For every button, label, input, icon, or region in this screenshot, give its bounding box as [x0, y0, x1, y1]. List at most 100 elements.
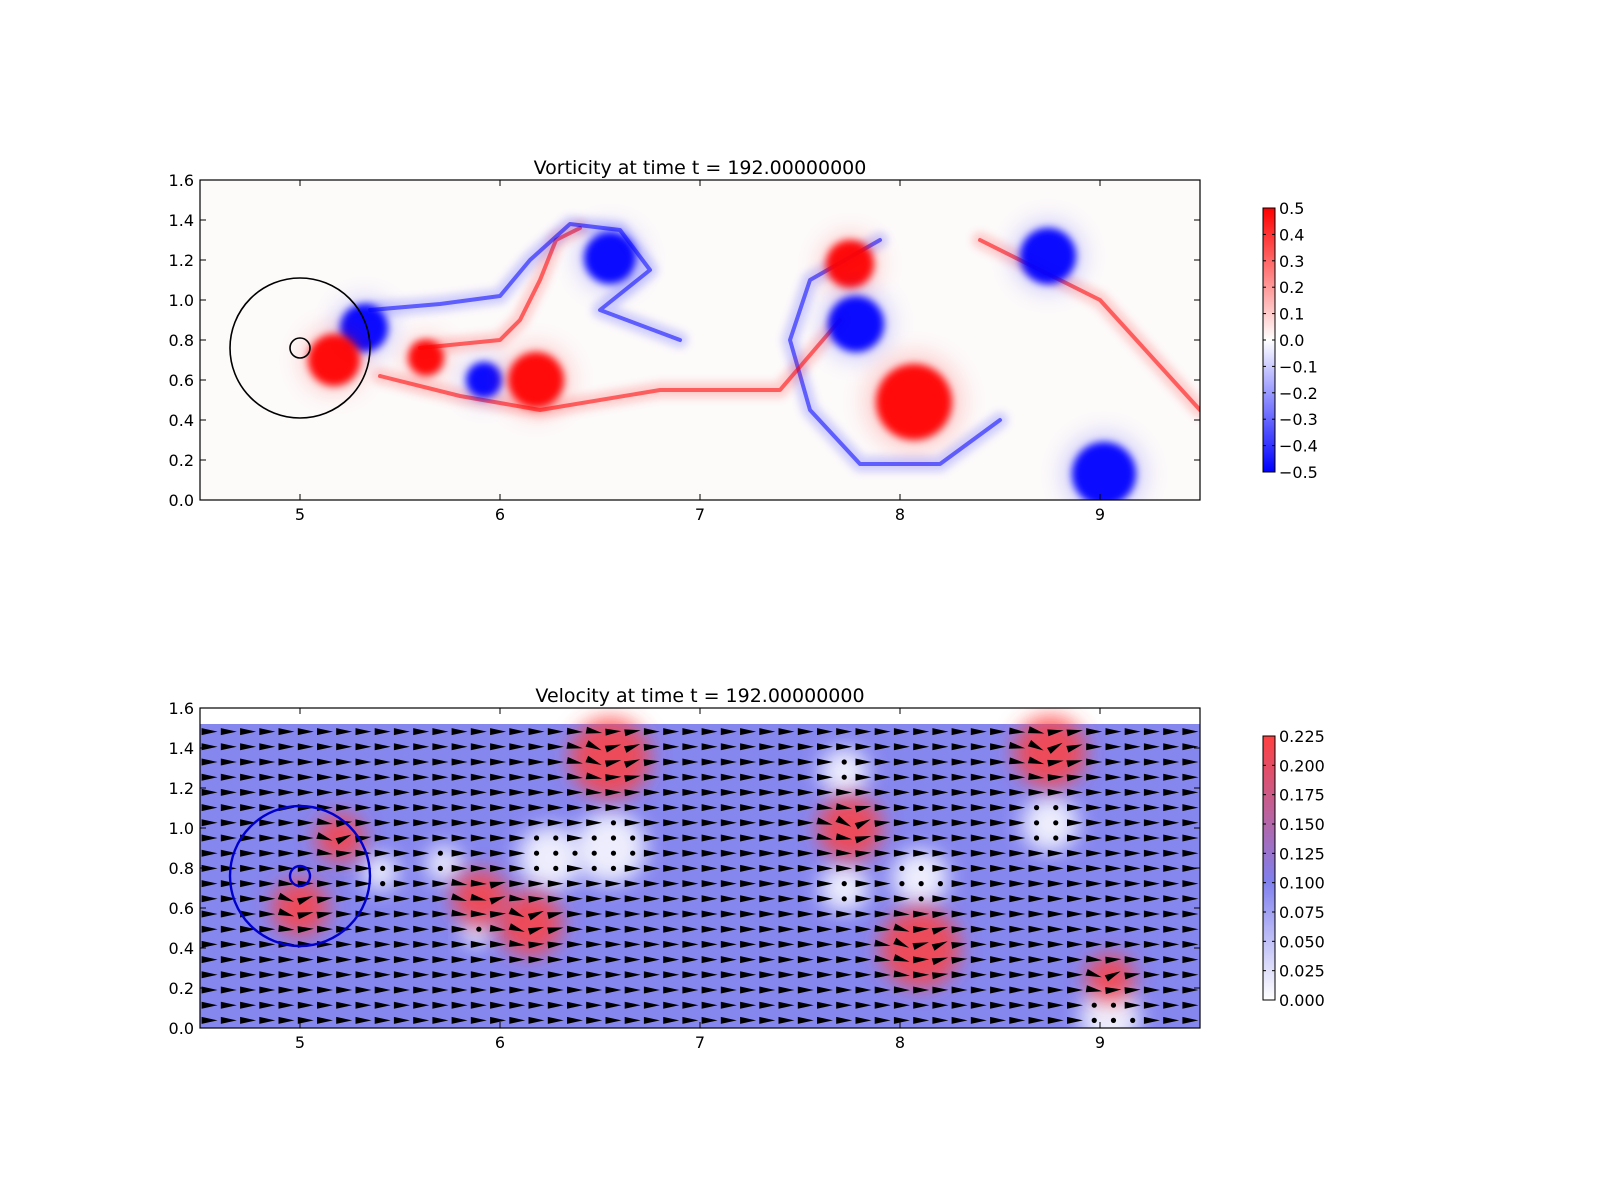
quiver-dot — [1130, 1017, 1136, 1024]
quiver-arrow — [355, 864, 372, 872]
velocity-x-tick-label: 9 — [1095, 1033, 1105, 1052]
quiver-arrow — [432, 986, 449, 994]
quiver-arrow — [778, 834, 795, 842]
quiver-arrow — [720, 1001, 737, 1009]
quiver-arrow — [393, 925, 410, 933]
quiver-arrow — [1105, 728, 1122, 736]
quiver-arrow — [970, 986, 987, 994]
quiver-arrow — [509, 773, 526, 781]
quiver-arrow — [470, 971, 487, 979]
quiver-arrow — [682, 788, 699, 796]
quiver-arrow — [701, 940, 718, 948]
quiver-arrow — [740, 880, 757, 888]
quiver-dot — [937, 881, 943, 887]
quiver-arrow — [374, 940, 391, 948]
quiver-arrow — [874, 925, 891, 932]
quiver-arrow — [970, 758, 987, 766]
quiver-arrow — [355, 940, 372, 948]
velocity-y-tick-label: 1.0 — [169, 819, 194, 838]
quiver-arrow — [970, 788, 987, 796]
slow-region — [820, 748, 868, 796]
quiver-arrow — [259, 971, 276, 979]
quiver-arrow — [701, 910, 718, 918]
quiver-arrow — [643, 728, 660, 736]
quiver-arrow — [567, 864, 583, 872]
quiver-arrow — [624, 956, 641, 964]
quiver-dot — [899, 865, 905, 872]
quiver-arrow — [1163, 925, 1180, 933]
negative-vortex — [466, 362, 502, 398]
quiver-arrow — [278, 743, 295, 751]
slow-region — [518, 826, 582, 890]
quiver-arrow — [490, 819, 507, 827]
quiver-arrow — [1143, 925, 1160, 933]
quiver-arrow — [759, 910, 776, 918]
quiver-arrow — [1047, 880, 1064, 888]
quiver-arrow — [740, 1016, 757, 1024]
quiver-arrow — [528, 971, 545, 979]
quiver-arrow — [778, 986, 795, 994]
quiver-arrow — [1009, 940, 1026, 948]
quiver-arrow — [874, 955, 891, 962]
quiver-arrow — [759, 1016, 776, 1024]
quiver-arrow — [990, 971, 1007, 979]
quiver-arrow — [316, 896, 333, 904]
quiver-arrow — [1047, 788, 1064, 796]
quiver-arrow — [201, 743, 218, 751]
quiver-arrow — [951, 910, 968, 918]
quiver-arrow — [1047, 1016, 1064, 1024]
vorticity-y-tick-label: 1.0 — [169, 291, 194, 310]
quiver-arrow — [240, 728, 257, 736]
quiver-arrow — [1182, 773, 1199, 781]
quiver-arrow — [1143, 728, 1160, 736]
quiver-arrow — [855, 728, 872, 736]
quiver-arrow — [336, 850, 353, 858]
quiver-arrow — [240, 956, 257, 964]
quiver-arrow — [1163, 956, 1180, 964]
vorticity-y-tick-label: 1.6 — [169, 171, 194, 190]
fast-region — [818, 796, 882, 860]
vorticity-y-tick-label: 1.2 — [169, 251, 194, 270]
velocity-colorbar-tick-label: 0.075 — [1279, 903, 1325, 922]
quiver-arrow — [990, 819, 1007, 827]
quiver-arrow — [547, 758, 564, 766]
quiver-arrow — [336, 728, 353, 736]
vorticity-title: Vorticity at time t = 192.00000000 — [534, 157, 867, 179]
vorticity-colorbar-tick-label: 0.3 — [1279, 252, 1304, 271]
quiver-arrow — [278, 864, 295, 872]
quiver-arrow — [1163, 864, 1180, 872]
negative-vortex — [828, 296, 884, 352]
quiver-dot — [533, 850, 540, 856]
quiver-arrow — [567, 986, 583, 994]
quiver-arrow — [1105, 758, 1122, 766]
quiver-arrow — [413, 895, 430, 903]
quiver-arrow — [547, 773, 564, 781]
quiver-arrow — [1009, 804, 1026, 812]
quiver-arrow — [682, 956, 699, 964]
quiver-arrow — [682, 925, 699, 933]
quiver-arrow — [355, 956, 372, 964]
quiver-arrow — [836, 743, 853, 751]
quiver-arrow — [586, 910, 603, 918]
quiver-arrow — [451, 956, 468, 964]
quiver-arrow — [220, 864, 237, 872]
quiver-arrow — [990, 895, 1007, 903]
quiver-arrow — [586, 925, 603, 933]
quiver-arrow — [451, 773, 468, 781]
quiver-arrow — [1009, 819, 1026, 827]
quiver-arrow — [567, 925, 583, 933]
quiver-arrow — [201, 728, 218, 736]
vorticity-y-tick-label: 0.6 — [169, 371, 194, 390]
quiver-arrow — [1105, 987, 1122, 995]
velocity-x-tick-label: 7 — [695, 1033, 705, 1052]
velocity-ring — [288, 864, 312, 888]
quiver-arrow — [663, 804, 680, 812]
quiver-arrow — [586, 1001, 603, 1009]
quiver-arrow — [297, 956, 314, 964]
quiver-arrow — [624, 971, 641, 979]
quiver-arrow — [855, 956, 872, 964]
quiver-arrow — [797, 895, 814, 903]
quiver-arrow — [566, 727, 583, 735]
quiver-arrow — [817, 986, 833, 994]
quiver-arrow — [336, 804, 353, 812]
